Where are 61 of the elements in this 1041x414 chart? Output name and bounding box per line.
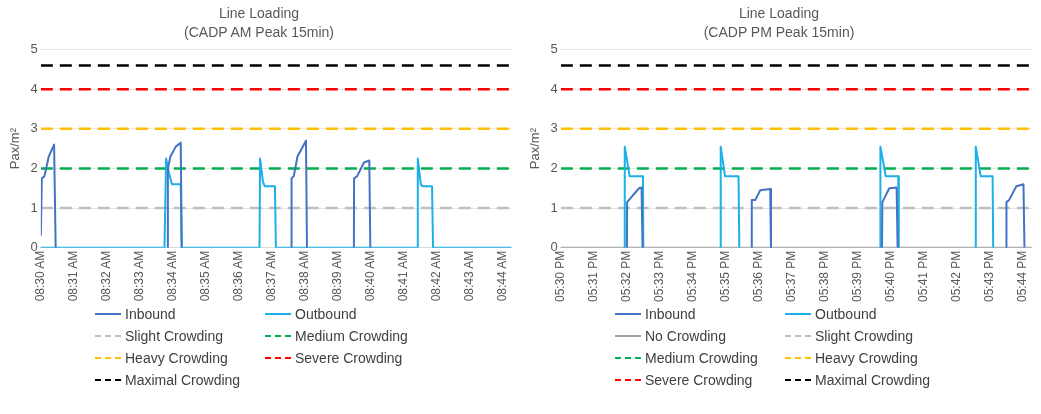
x-tick-label: 08:33 AM [132, 250, 147, 302]
chart-subtitle: (CADP AM Peak 15min) [184, 24, 334, 41]
x-tick-label: 05:33 PM [652, 250, 667, 303]
x-tick-label: 05:32 PM [619, 250, 634, 303]
x-tick-label: 05:36 PM [751, 250, 766, 303]
chart-title: Line Loading [218, 5, 300, 22]
x-tick-label: 08:43 AM [461, 250, 476, 302]
x-tick-label: 05:38 PM [816, 250, 831, 303]
x-tick-label: 05:44 PM [1014, 250, 1029, 303]
x-tick-label: 08:35 AM [197, 250, 212, 302]
legend-label: Slight Crowding [125, 328, 224, 344]
chart-subtitle: (CADP PM Peak 15min) [703, 24, 855, 41]
y-tick-label: 3 [30, 120, 38, 136]
x-tick-label: 05:31 PM [586, 250, 601, 303]
x-tick-label: 05:40 PM [883, 250, 898, 303]
legend-label: Maximal Crowding [125, 372, 241, 388]
legend-label: Medium Crowding [645, 350, 758, 366]
legend-label: Slight Crowding [815, 328, 914, 344]
y-tick-label: 4 [30, 80, 38, 96]
y-tick-label: 1 [550, 199, 558, 215]
legend-label: Maximal Crowding [815, 372, 931, 388]
x-tick-label: 08:34 AM [165, 250, 180, 302]
x-tick-label: 08:37 AM [264, 250, 279, 302]
y-tick-label: 2 [30, 160, 38, 175]
legend-label: Medium Crowding [295, 328, 408, 344]
x-tick-label: 05:39 PM [849, 250, 864, 303]
y-tick-label: 1 [30, 199, 38, 215]
y-tick-label: 5 [30, 41, 38, 57]
x-tick-label: 08:42 AM [428, 250, 443, 302]
legend-label: Heavy Crowding [815, 350, 918, 366]
x-tick-label: 08:41 AM [395, 250, 410, 302]
x-tick-label: 05:30 PM [553, 250, 568, 303]
x-tick-label: 05:42 PM [948, 250, 963, 303]
x-tick-label: 08:36 AM [231, 250, 246, 302]
x-tick-label: 08:44 AM [494, 250, 509, 302]
x-tick-label: 08:31 AM [66, 250, 81, 302]
y-tick-label: 5 [550, 41, 558, 57]
x-tick-label: 08:32 AM [99, 250, 114, 302]
legend-label: Severe Crowding [295, 350, 403, 366]
y-axis-title: Pax/m² [7, 127, 23, 170]
x-tick-label: 08:39 AM [329, 250, 344, 302]
legend-label: Outbound [295, 306, 357, 322]
legend-label: Severe Crowding [645, 372, 753, 388]
y-axis-title: Pax/m² [527, 127, 543, 170]
x-tick-label: 05:37 PM [784, 250, 799, 303]
x-tick-label: 05:43 PM [981, 250, 996, 303]
x-tick-label: 05:34 PM [685, 250, 700, 303]
y-tick-label: 2 [550, 160, 558, 175]
x-tick-label: 08:38 AM [296, 250, 311, 302]
y-tick-label: 3 [550, 120, 558, 136]
x-tick-label: 08:40 AM [363, 250, 378, 302]
legend-label: Outbound [815, 306, 877, 322]
legend-label: Inbound [125, 306, 176, 322]
legend-label: Inbound [645, 306, 696, 322]
y-tick-label: 4 [550, 80, 558, 96]
chart-title: Line Loading [738, 5, 820, 22]
x-tick-label: 05:41 PM [915, 250, 930, 303]
legend-label: No Crowding [645, 328, 726, 344]
legend-label: Heavy Crowding [125, 350, 228, 366]
x-tick-label: 08:30 AM [33, 250, 48, 302]
x-tick-label: 05:35 PM [717, 250, 732, 303]
